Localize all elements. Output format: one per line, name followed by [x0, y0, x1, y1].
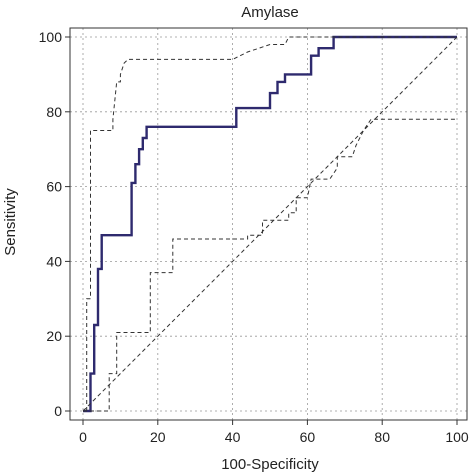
x-tick-label-60: 60 — [300, 429, 316, 445]
roc-curve-line — [83, 35, 457, 413]
y-tick-label-60: 60 — [46, 179, 62, 195]
x-tick-labels: 0 20 40 60 80 100 — [79, 429, 469, 445]
y-tick-label-80: 80 — [46, 104, 62, 120]
series-group — [82, 35, 458, 413]
plot-frame — [69, 27, 468, 421]
confidence-bound-line-1 — [86, 36, 457, 411]
y-tick-labels: 0 20 40 60 80 100 — [39, 29, 63, 419]
x-tick-label-20: 20 — [150, 429, 166, 445]
x-tick-label-80: 80 — [374, 429, 390, 445]
x-tick-label-40: 40 — [225, 429, 241, 445]
y-tick-label-100: 100 — [39, 29, 63, 45]
y-tick-label-20: 20 — [46, 328, 62, 344]
ticks — [65, 36, 458, 425]
confidence-bound-line-2 — [83, 118, 457, 412]
x-tick-label-0: 0 — [79, 429, 87, 445]
chart-title: Amylase — [241, 4, 299, 21]
y-tick-label-40: 40 — [46, 253, 62, 269]
y-tick-label-0: 0 — [54, 403, 62, 419]
x-tick-label-100: 100 — [445, 429, 469, 445]
y-axis-title: Sensitivity — [2, 188, 19, 256]
x-axis-title: 100-Specificity — [221, 456, 319, 473]
